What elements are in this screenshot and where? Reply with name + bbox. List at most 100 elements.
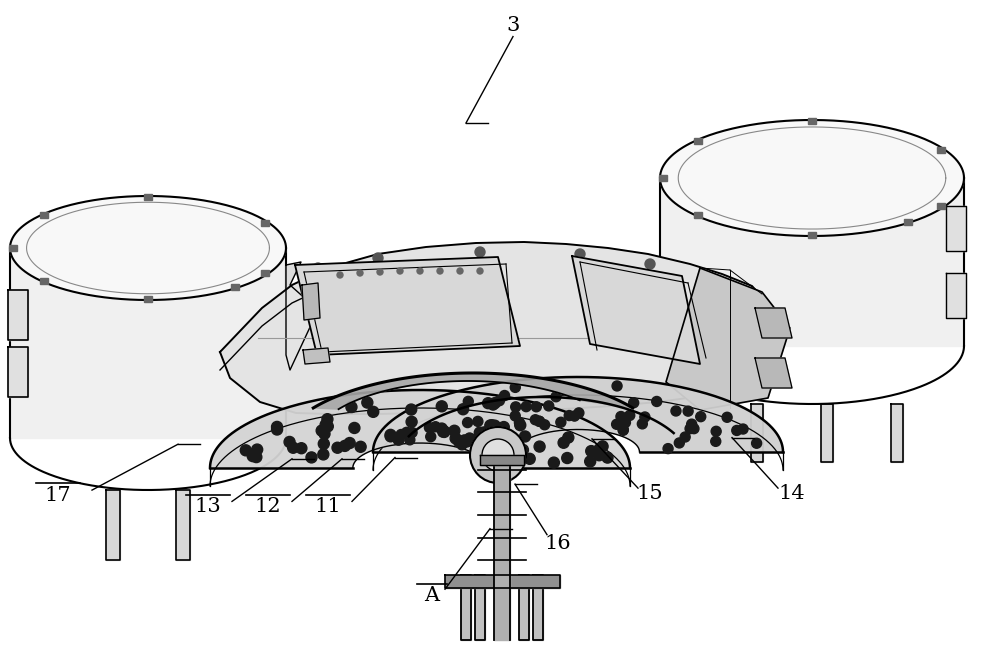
Circle shape <box>586 446 597 457</box>
Circle shape <box>517 444 528 456</box>
Polygon shape <box>295 257 520 355</box>
Circle shape <box>322 414 333 425</box>
Circle shape <box>506 450 517 461</box>
Circle shape <box>470 427 526 483</box>
Circle shape <box>401 428 412 438</box>
Circle shape <box>637 419 647 429</box>
Circle shape <box>405 435 415 445</box>
Circle shape <box>469 434 480 446</box>
Circle shape <box>474 441 485 452</box>
Text: 14: 14 <box>779 484 805 503</box>
Circle shape <box>494 396 504 406</box>
Circle shape <box>594 444 605 454</box>
Circle shape <box>531 402 541 412</box>
Circle shape <box>671 406 681 416</box>
Circle shape <box>563 432 574 443</box>
Circle shape <box>711 436 721 446</box>
Circle shape <box>463 396 473 406</box>
Polygon shape <box>946 206 966 251</box>
Circle shape <box>319 428 330 440</box>
Text: A: A <box>424 587 440 605</box>
Polygon shape <box>660 120 964 236</box>
Circle shape <box>474 442 484 452</box>
Circle shape <box>377 269 383 275</box>
Circle shape <box>362 397 373 408</box>
Circle shape <box>339 440 350 452</box>
Circle shape <box>346 402 357 412</box>
Circle shape <box>431 422 441 432</box>
Circle shape <box>488 438 498 448</box>
Text: 13: 13 <box>195 497 221 516</box>
Polygon shape <box>461 575 471 640</box>
Circle shape <box>318 449 329 460</box>
Circle shape <box>618 426 628 436</box>
Circle shape <box>474 427 485 438</box>
Circle shape <box>510 382 520 392</box>
Circle shape <box>357 270 363 276</box>
Circle shape <box>544 401 554 411</box>
Polygon shape <box>220 242 782 414</box>
Circle shape <box>459 435 470 446</box>
Polygon shape <box>660 178 964 346</box>
Circle shape <box>530 415 540 425</box>
Polygon shape <box>533 575 543 640</box>
Circle shape <box>479 427 489 437</box>
Circle shape <box>337 272 343 278</box>
Circle shape <box>738 424 748 434</box>
Circle shape <box>322 421 333 432</box>
Circle shape <box>594 450 605 461</box>
Circle shape <box>752 438 762 448</box>
Bar <box>144 194 152 200</box>
Circle shape <box>457 440 467 450</box>
Text: 17: 17 <box>45 486 71 505</box>
Circle shape <box>722 412 732 422</box>
Circle shape <box>251 452 262 463</box>
Circle shape <box>612 420 622 430</box>
Circle shape <box>296 443 307 454</box>
Circle shape <box>685 424 695 434</box>
Polygon shape <box>373 377 783 452</box>
Circle shape <box>373 253 383 263</box>
Circle shape <box>313 263 323 273</box>
Circle shape <box>247 451 258 462</box>
Circle shape <box>540 420 550 430</box>
Circle shape <box>483 398 494 409</box>
Circle shape <box>612 381 622 391</box>
Circle shape <box>492 442 503 453</box>
Bar <box>694 138 702 144</box>
Polygon shape <box>475 575 485 640</box>
Circle shape <box>569 411 579 421</box>
Circle shape <box>515 420 526 431</box>
Circle shape <box>574 408 584 418</box>
Circle shape <box>406 404 417 415</box>
Circle shape <box>602 452 613 463</box>
Circle shape <box>474 440 484 450</box>
Circle shape <box>480 434 490 444</box>
Bar <box>937 203 945 209</box>
Bar <box>144 296 152 302</box>
Polygon shape <box>755 308 792 338</box>
Circle shape <box>461 436 472 447</box>
Bar <box>261 219 269 225</box>
Circle shape <box>640 412 650 422</box>
Circle shape <box>284 436 295 448</box>
Polygon shape <box>10 248 286 438</box>
Circle shape <box>711 426 721 436</box>
Circle shape <box>696 412 706 422</box>
Circle shape <box>534 416 544 426</box>
Polygon shape <box>210 390 630 468</box>
Circle shape <box>396 430 406 440</box>
Circle shape <box>318 438 329 450</box>
Polygon shape <box>445 575 560 588</box>
Circle shape <box>535 416 545 426</box>
Circle shape <box>320 419 331 430</box>
Circle shape <box>385 431 396 442</box>
Circle shape <box>457 268 463 274</box>
Circle shape <box>514 418 524 428</box>
Circle shape <box>680 432 690 442</box>
Circle shape <box>521 402 531 412</box>
Circle shape <box>548 457 559 468</box>
Text: 11: 11 <box>315 497 341 516</box>
Text: 15: 15 <box>637 484 663 503</box>
Circle shape <box>585 456 596 467</box>
